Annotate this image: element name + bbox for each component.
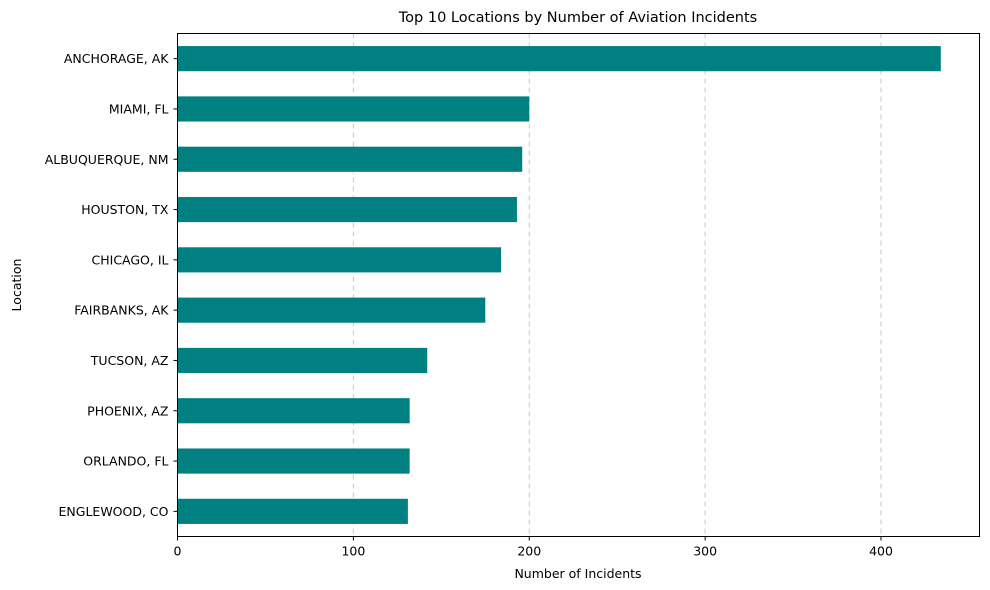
bar [177, 196, 517, 223]
x-axis-label: Number of Incidents [514, 566, 641, 581]
x-tick-label: 200 [517, 544, 541, 559]
x-tick-label: 0 [174, 544, 182, 559]
bar [177, 96, 530, 122]
x-tick-label: 400 [869, 544, 893, 559]
y-axis-label: Location [9, 259, 24, 312]
bar [177, 297, 486, 323]
bar [177, 448, 410, 474]
y-tick-label: FAIRBANKS, AK [74, 303, 169, 318]
bar [177, 46, 941, 72]
plot-frame [177, 33, 980, 537]
chart-title: Top 10 Locations by Number of Aviation I… [398, 10, 757, 26]
x-tick-label: 100 [341, 544, 365, 559]
bar [177, 347, 428, 374]
y-tick-label: ANCHORAGE, AK [64, 51, 169, 66]
y-tick-label: CHICAGO, IL [92, 252, 169, 267]
y-tick-label: ORLANDO, FL [83, 454, 168, 469]
x-axis-ticks: 0 100 200 300 400 [174, 536, 893, 559]
bar [177, 498, 408, 524]
x-tick-label: 300 [693, 544, 717, 559]
y-tick-label: HOUSTON, TX [81, 202, 169, 217]
bar [177, 247, 502, 273]
y-tick-label: PHOENIX, AZ [87, 403, 168, 418]
bar-layer [177, 46, 941, 524]
y-tick-label: ALBUQUERQUE, NM [45, 152, 169, 167]
y-tick-label: MIAMI, FL [109, 101, 169, 116]
bar [177, 398, 410, 424]
y-tick-label: ENGLEWOOD, CO [59, 504, 169, 519]
y-tick-label: TUCSON, AZ [90, 353, 169, 368]
bar [177, 146, 523, 172]
y-axis-ticks: ANCHORAGE, AK MIAMI, FL ALBUQUERQUE, NM HOU… [45, 51, 178, 519]
